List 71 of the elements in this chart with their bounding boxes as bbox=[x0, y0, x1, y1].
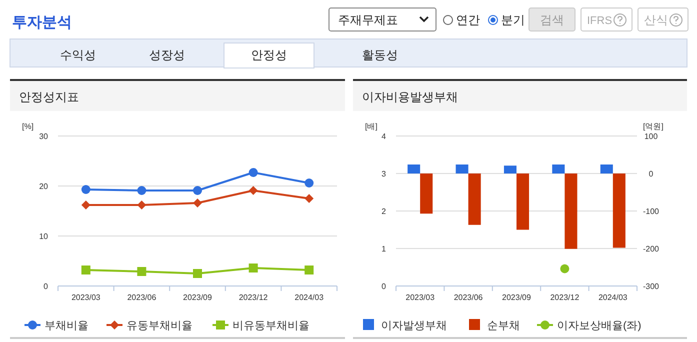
y2-tick-label: 0 bbox=[648, 170, 654, 178]
y-tick-label: 20 bbox=[39, 182, 49, 191]
point bbox=[193, 186, 202, 195]
bar bbox=[468, 174, 481, 225]
x-tick-label: 2023/03 bbox=[71, 293, 101, 302]
y2-tick-label: 100 bbox=[644, 132, 658, 141]
point bbox=[193, 198, 202, 208]
y2-axis-title: [억원] bbox=[643, 122, 664, 131]
text: 수익성 bbox=[60, 48, 96, 62]
y-tick-label: 30 bbox=[39, 132, 49, 141]
point bbox=[81, 200, 90, 210]
y-tick-label: 0 bbox=[382, 282, 387, 291]
x-tick-label: 2023/06 bbox=[127, 293, 157, 302]
point bbox=[304, 178, 314, 188]
text: 산식 bbox=[644, 13, 668, 27]
bar bbox=[420, 174, 433, 214]
text: 분기 bbox=[501, 13, 525, 27]
point bbox=[248, 264, 258, 272]
x-tick-label: 2024/03 bbox=[598, 293, 628, 302]
x-tick-label: 2023/03 bbox=[406, 293, 436, 302]
bar bbox=[456, 164, 468, 174]
x-tick-label: 2023/12 bbox=[550, 293, 580, 302]
y-axis-title: [%] bbox=[22, 122, 34, 131]
y-tick-label: 2 bbox=[382, 207, 387, 216]
point bbox=[304, 266, 314, 274]
legend-label: 비유동부채비율 bbox=[232, 320, 310, 332]
x-tick-label: 2024/03 bbox=[294, 293, 324, 302]
point bbox=[81, 185, 90, 194]
bar bbox=[408, 164, 420, 174]
legend-label: 부채비율 bbox=[44, 320, 88, 332]
legend-label: 순부채 bbox=[487, 320, 520, 332]
bar bbox=[516, 174, 530, 230]
legend-label: 이자발생부채 bbox=[381, 320, 447, 332]
y-tick-label: 3 bbox=[382, 170, 387, 178]
text: IFRS bbox=[587, 15, 612, 27]
x-tick-label: 2023/06 bbox=[454, 293, 484, 302]
point bbox=[248, 168, 258, 177]
text: 안정성 bbox=[251, 48, 287, 62]
y-tick-label: 1 bbox=[382, 244, 387, 254]
text: 활동성 bbox=[362, 48, 398, 62]
y-tick-label: 10 bbox=[39, 232, 49, 241]
y-tick-label: 0 bbox=[44, 282, 49, 291]
chart-title: 이자비용발생부채 bbox=[362, 90, 458, 104]
bar bbox=[564, 174, 578, 249]
point bbox=[193, 269, 202, 278]
y2-tick-label: -100 bbox=[642, 207, 660, 216]
x-tick-label: 2023/09 bbox=[183, 293, 213, 302]
y-tick-label: 4 bbox=[382, 132, 387, 141]
legend-label: 이자보상배율(좌) bbox=[557, 320, 642, 332]
y2-tick-label: -300 bbox=[642, 282, 660, 291]
point bbox=[137, 267, 146, 276]
bar bbox=[504, 166, 516, 174]
point bbox=[81, 266, 90, 274]
point bbox=[137, 200, 146, 210]
point bbox=[304, 194, 314, 203]
chart-title: 안정성지표 bbox=[19, 90, 79, 104]
point bbox=[137, 186, 146, 195]
text: 주재무제표 bbox=[338, 13, 398, 27]
text: 연간 bbox=[456, 13, 480, 27]
text: 검색 bbox=[540, 13, 564, 27]
bar bbox=[552, 164, 565, 174]
bar bbox=[600, 164, 613, 174]
y-axis-title: [배] bbox=[365, 122, 378, 131]
x-tick-label: 2023/09 bbox=[502, 293, 532, 302]
legend-label: 유동부채비율 bbox=[126, 320, 192, 332]
x-tick-label: 2023/12 bbox=[238, 293, 268, 302]
text: 투자분석 bbox=[12, 14, 72, 31]
bar bbox=[612, 174, 626, 248]
text: 성장성 bbox=[149, 48, 185, 62]
y2-tick-label: -200 bbox=[642, 244, 660, 254]
point bbox=[248, 186, 258, 195]
